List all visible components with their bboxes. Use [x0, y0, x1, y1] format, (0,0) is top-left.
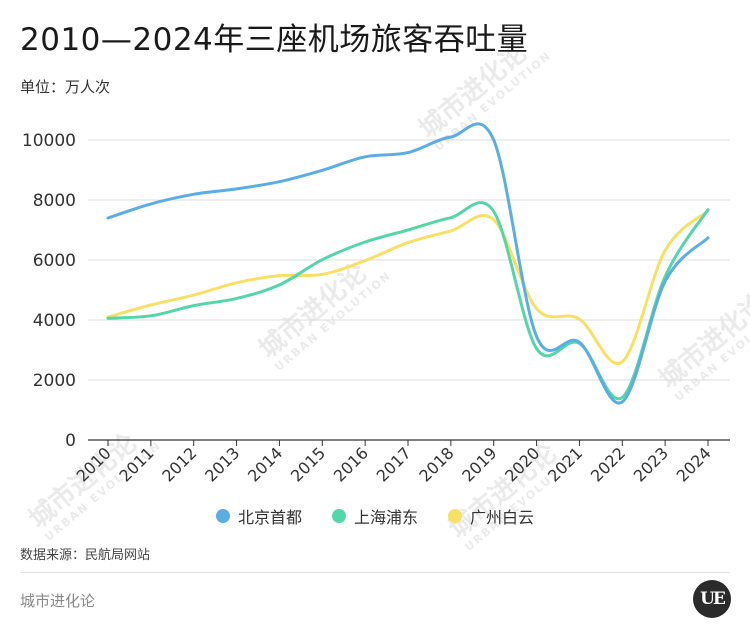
x-tick-label: 2024	[673, 443, 715, 485]
x-tick-label: 2018	[415, 443, 457, 485]
x-tick-label: 2013	[201, 443, 243, 485]
x-tick-label: 2015	[287, 443, 329, 485]
legend-dot-guangzhou	[448, 509, 462, 523]
ue-logo-icon: UE	[693, 580, 731, 618]
series-line-beijing	[106, 122, 710, 405]
x-tick-label: 2010	[73, 443, 115, 485]
y-tick-label: 2000	[33, 371, 76, 391]
divider	[20, 572, 730, 573]
y-tick-label: 6000	[33, 251, 76, 271]
x-tick-label: 2012	[158, 443, 200, 485]
legend-item-guangzhou[interactable]: 广州白云	[448, 504, 534, 528]
x-tick-label: 2016	[330, 443, 372, 485]
series-line-shanghai	[106, 201, 710, 401]
legend: 北京首都 上海浦东 广州白云	[0, 504, 750, 528]
y-tick-label: 10000	[22, 131, 76, 151]
legend-dot-beijing	[215, 509, 230, 523]
legend-item-beijing[interactable]: 北京首都	[215, 504, 302, 528]
x-tick-label: 2020	[501, 443, 543, 485]
y-tick-label: 8000	[33, 191, 76, 211]
data-source: 数据来源：民航局网站	[20, 548, 151, 563]
x-tick-label: 2014	[244, 443, 286, 485]
legend-dot-shanghai	[331, 509, 346, 523]
x-tick-label: 2017	[373, 443, 415, 485]
legend-label-beijing: 北京首都	[237, 508, 302, 527]
legend-label-guangzhou: 广州白云	[470, 508, 535, 527]
x-tick-label: 2011	[115, 443, 157, 485]
legend-item-shanghai[interactable]: 上海浦东	[331, 504, 418, 528]
legend-label-shanghai: 上海浦东	[353, 508, 418, 527]
series-line-guangzhou	[106, 209, 710, 365]
y-tick-label: 4000	[33, 311, 76, 331]
x-tick-label: 2022	[587, 443, 629, 485]
chart-title: 2010—2024年三座机场旅客吞吐量	[20, 22, 529, 58]
unit-label: 单位：万人次	[20, 78, 111, 96]
x-tick-label: 2023	[630, 443, 672, 485]
y-tick-label: 0	[65, 431, 76, 451]
x-tick-label: 2019	[458, 443, 500, 485]
x-tick-label: 2021	[544, 443, 586, 485]
brand-name: 城市进化论	[20, 592, 96, 610]
